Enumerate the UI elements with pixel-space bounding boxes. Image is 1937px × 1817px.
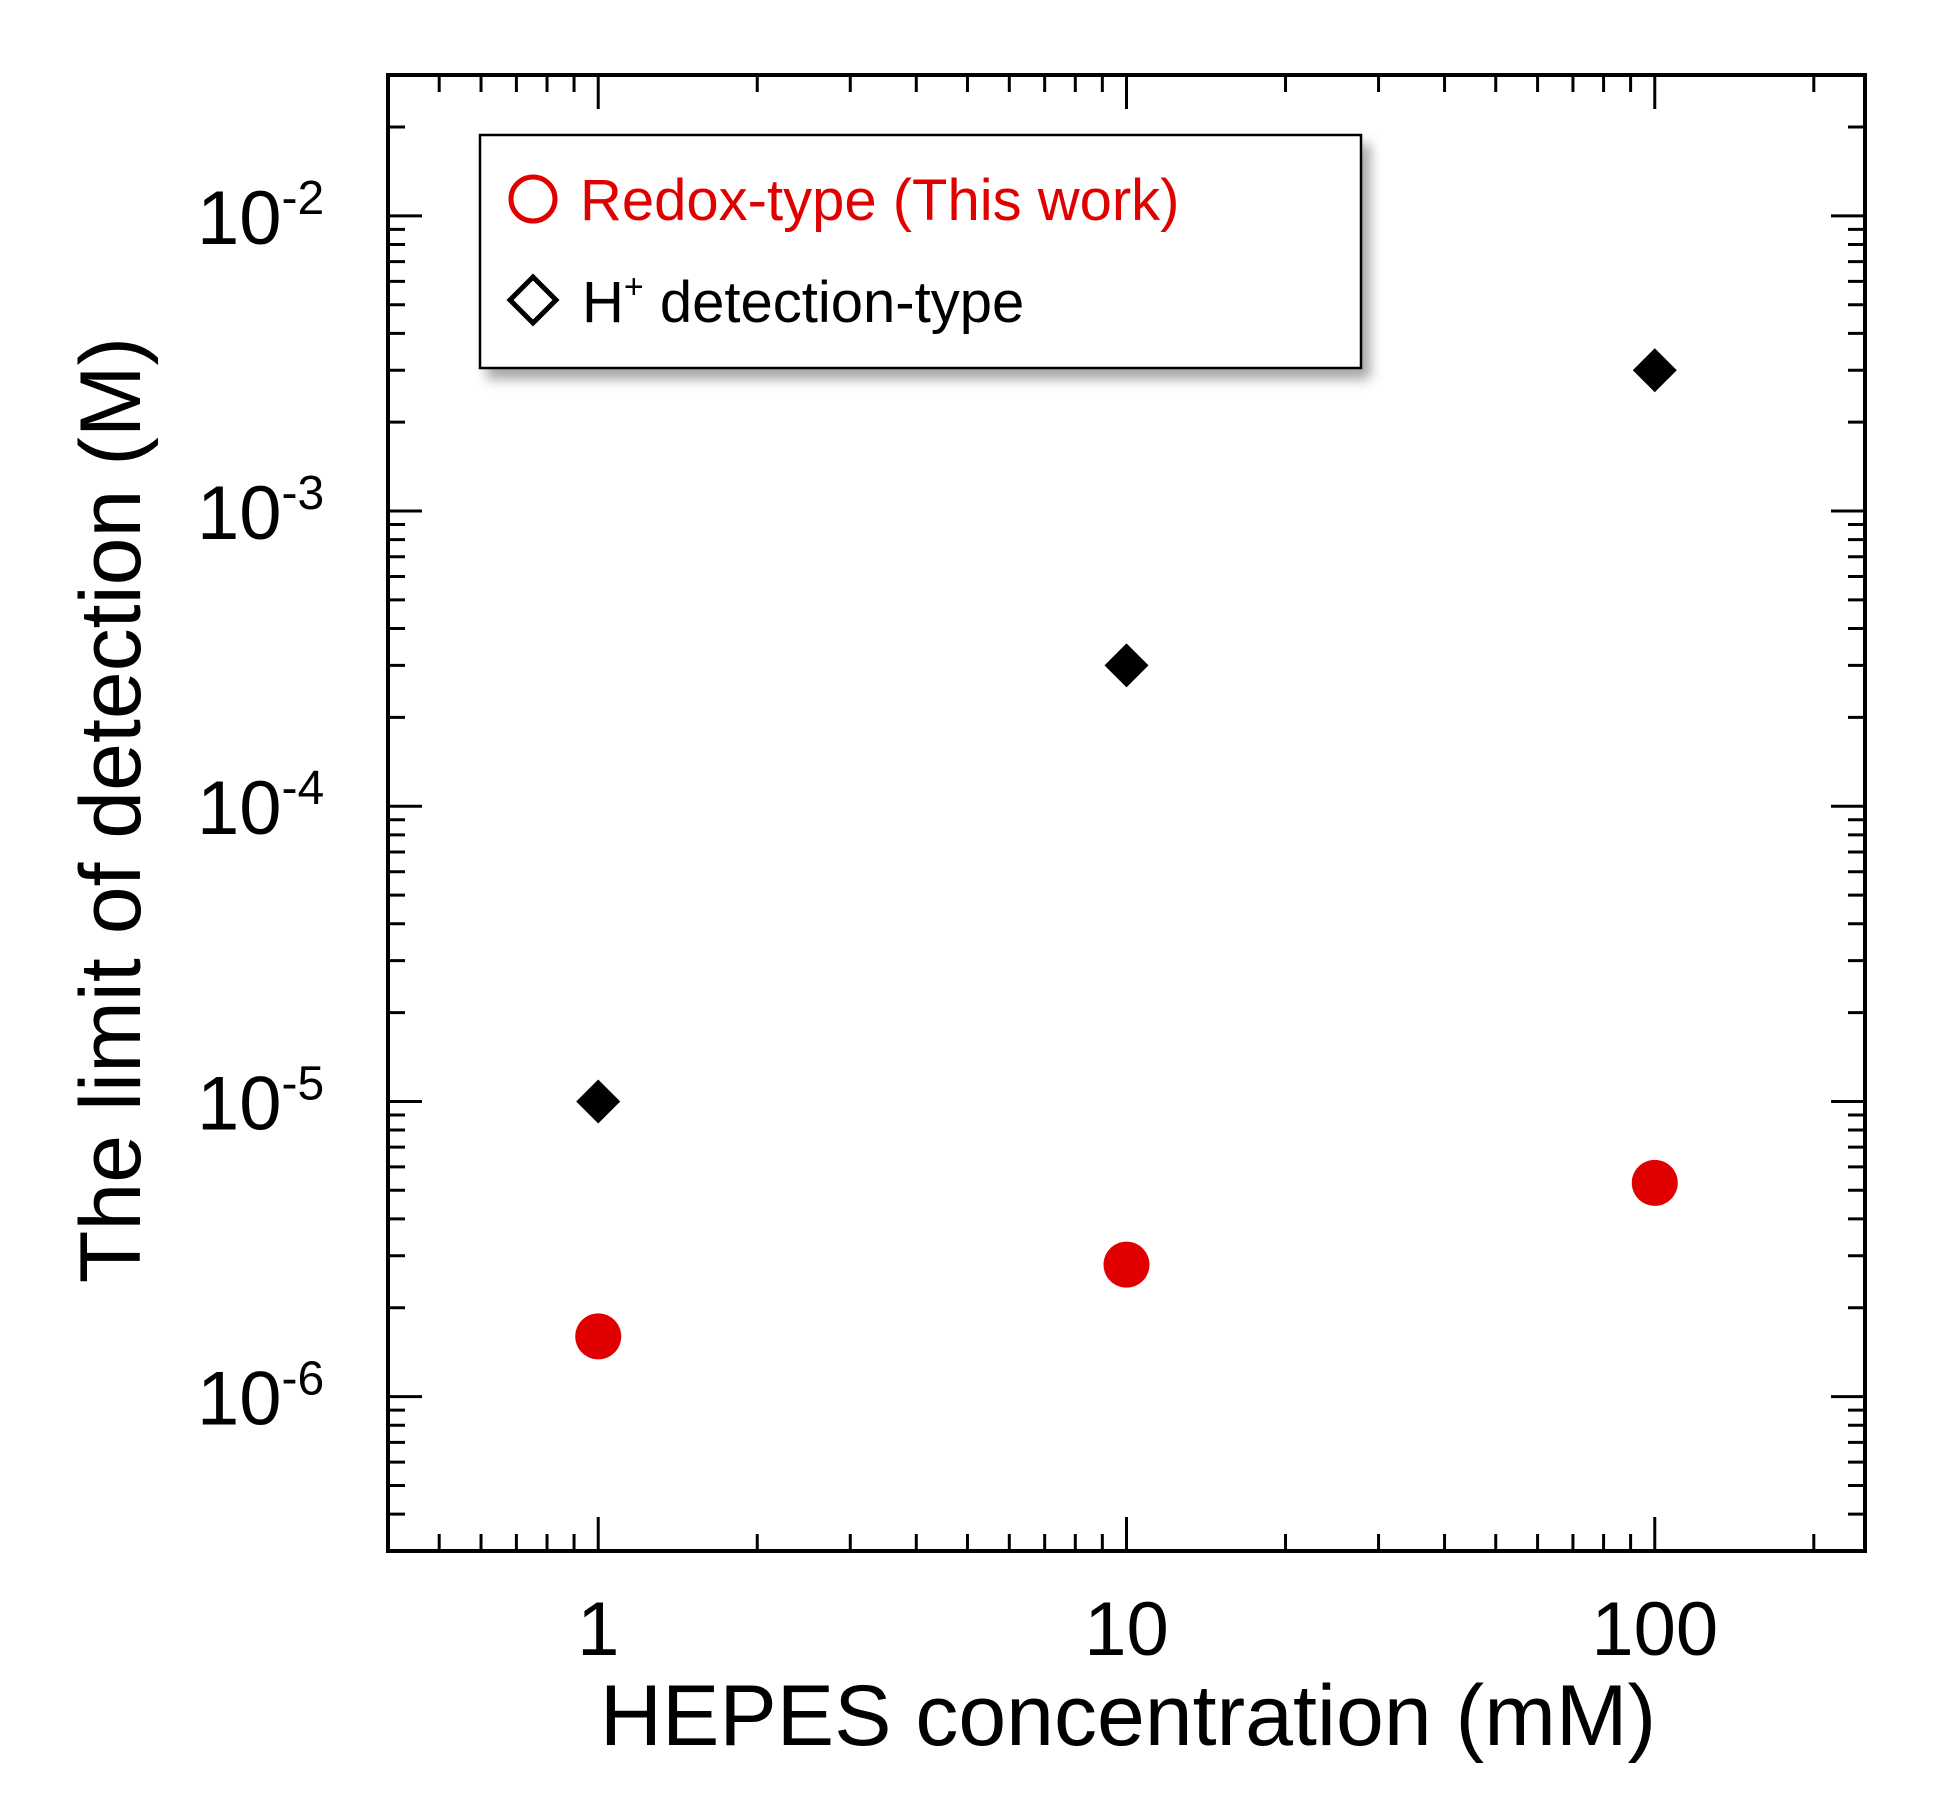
legend-h-diamond-icon xyxy=(506,273,560,327)
y-tick-label: 10-2 xyxy=(197,172,324,261)
y-tick-base: 10 xyxy=(197,766,282,851)
y-tick-base: 10 xyxy=(197,176,282,261)
legend-h-sup: + xyxy=(624,268,644,306)
legend-h-main: H xyxy=(582,270,624,335)
legend-box xyxy=(478,133,1363,370)
legend-h-rest: detection-type xyxy=(644,270,1024,335)
legend-h-label: H+ detection-type xyxy=(582,268,1024,335)
y-tick-base: 10 xyxy=(197,471,282,556)
x-tick-labels: 1 10 100 xyxy=(577,1587,1718,1672)
x-tick-label: 100 xyxy=(1591,1587,1718,1672)
x-tick-label: 1 xyxy=(577,1587,619,1672)
h-detection-point xyxy=(1632,348,1677,393)
y-tick-label: 10-3 xyxy=(197,467,324,556)
data-points xyxy=(575,348,1678,1360)
y-tick-label: 10-6 xyxy=(197,1353,324,1442)
x-axis-title: HEPES concentration (mM) xyxy=(600,1668,1656,1764)
legend: Redox-type (This work) H+ detection-type xyxy=(478,133,1363,370)
h-detection-point xyxy=(1104,643,1149,688)
y-tick-labels: 10-610-510-410-310-2 xyxy=(197,172,324,1442)
y-tick-base: 10 xyxy=(197,1061,282,1146)
redox-point xyxy=(1103,1241,1150,1288)
redox-point xyxy=(1631,1159,1678,1206)
y-axis-title: The limit of detection (M) xyxy=(63,337,159,1283)
y-tick-label: 10-4 xyxy=(197,762,324,851)
x-tick-label: 10 xyxy=(1084,1587,1169,1672)
y-tick-label: 10-5 xyxy=(197,1057,324,1146)
y-tick-exponent: -2 xyxy=(282,172,325,225)
legend-redox-circle-icon xyxy=(508,174,558,224)
redox-point xyxy=(575,1313,622,1360)
y-tick-exponent: -5 xyxy=(282,1057,325,1110)
y-tick-base: 10 xyxy=(197,1357,282,1442)
y-tick-exponent: -4 xyxy=(282,762,325,815)
y-tick-exponent: -3 xyxy=(282,467,325,520)
legend-redox-label: Redox-type (This work) xyxy=(580,168,1179,233)
h-detection-point xyxy=(576,1079,621,1124)
axis-ticks xyxy=(386,73,1865,1553)
y-tick-exponent: -6 xyxy=(282,1353,325,1406)
